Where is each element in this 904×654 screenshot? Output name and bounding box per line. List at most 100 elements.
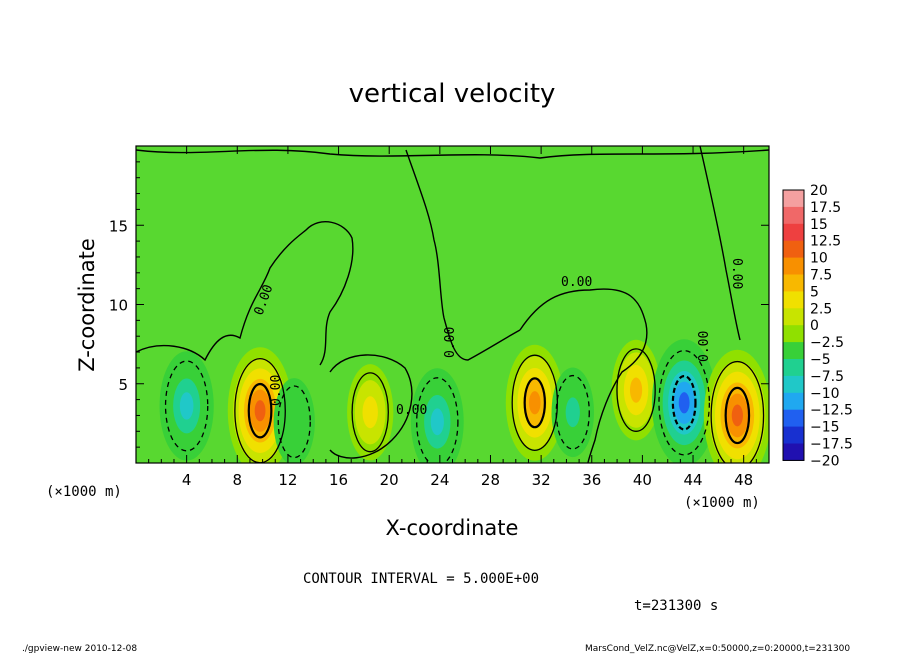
x-tick-label: 4 [182,471,192,489]
contour-interval-note: CONTOUR INTERVAL = 5.000E+00 [303,571,539,587]
cell-core-contour-2 [247,382,273,439]
cell-contour-9 [658,350,711,456]
velocity-cell-8 [629,377,643,403]
cell-contour-10 [710,360,765,463]
colorbar-label: −5 [810,352,831,368]
cell-contour-7 [555,374,590,450]
velocity-cell-10 [731,404,743,427]
y-tick-label: 10 [109,297,128,315]
chart-title: vertical velocity [349,79,556,109]
cell-contours [164,348,765,463]
colorbar-label: −7.5 [810,369,844,385]
colorbar-swatch [783,359,804,377]
x-axis-label: X-coordinate [386,516,519,540]
zero-contour-upper [405,149,521,361]
colorbar-label: −2.5 [810,335,844,351]
cell-contour-3 [277,385,311,459]
cell-contour-1 [164,360,209,452]
colorbar-label: −17.5 [810,437,853,453]
zero-contour-band [136,149,769,159]
x-tick-label: 44 [683,471,702,489]
cell-core-contour-6 [523,377,546,429]
zero-contours [136,146,769,463]
x-tick-label: 36 [582,471,601,489]
colorbar-swatch [783,274,804,292]
velocity-cell-7 [565,397,580,428]
colorbar-swatch [783,342,804,360]
contour-label: 0.00 [561,275,592,290]
colorbar-swatch [783,426,804,444]
colorbar-swatch [783,308,804,326]
velocity-cells [159,339,769,463]
colorbar-label: −12.5 [810,403,853,419]
velocity-cell-9 [678,392,690,414]
y-tick-label: 5 [118,376,128,394]
colorbar-label: 17.5 [810,200,841,216]
colorbar-swatch [783,240,804,259]
colorbar-label: 10 [810,251,828,267]
velocity-cell-5 [430,408,444,436]
y-axis-label: Z-coordinate [75,238,99,372]
x-tick-label: 8 [233,471,243,489]
x-axis-unit-left: (×1000 m) [46,484,122,500]
contour-label: 0.00 [443,327,458,358]
colorbar-swatch [783,325,804,343]
time-stamp: t=231300 s [634,598,718,614]
velocity-cell-3 [283,399,305,444]
velocity-cell-1 [179,392,194,420]
contour-label: 0.00 [729,258,744,289]
colorbar-label: 2.5 [810,301,832,317]
x-tick-label: 28 [481,471,500,489]
contour-label: 0.00 [269,375,284,406]
colorbar-frame [782,189,805,461]
x-tick-label: 32 [532,471,551,489]
colorbar-label: −10 [810,386,840,402]
colorbar-label: 5 [810,284,819,300]
x-tick-label: 12 [278,471,297,489]
velocity-cell-6 [528,391,541,415]
x-tick-label: 16 [329,471,348,489]
x-tick-label: 40 [633,471,652,489]
velocity-cell-4 [362,396,378,429]
cell-contour-8 [616,348,656,432]
zero-contour-mid [329,354,413,459]
zero-contour-tall [699,146,741,341]
colorbar-swatch [783,375,804,394]
y-axis-ticks: 5 10 15 [109,161,769,448]
contour-label: 0.00 [396,403,427,418]
colorbar-label: 12.5 [810,234,841,250]
footer-left: ./gpview-new 2010-12-08 [22,644,137,654]
colorbar: 2017.51512.5107.552.50−2.5−5−7.5−10−12.5… [782,183,853,469]
colorbar-label: −20 [810,453,840,469]
contour-label: 0.00 [697,331,712,362]
colorbar-swatch [783,392,804,411]
colorbar-swatch [783,409,804,428]
cell-contour-6 [511,354,559,452]
cell-contour-4 [351,372,389,453]
y-tick-label: 15 [109,217,128,235]
colorbar-label: 7.5 [810,268,832,284]
footer-right: MarsCond_VelZ.nc@VelZ,x=0:50000,z=0:2000… [585,644,850,654]
colorbar-label: −15 [810,420,840,436]
cell-contour-5 [416,377,459,463]
cell-core-contour-10 [724,386,751,445]
colorbar-swatch [783,206,804,225]
colorbar-swatch [783,291,804,309]
velocity-cell-2 [254,400,266,422]
x-axis-ticks: 4 8 12 16 20 24 28 32 36 40 44 48 [148,146,770,489]
x-tick-label: 48 [734,471,753,489]
colorbar-swatch [783,257,804,275]
x-tick-label: 24 [430,471,449,489]
x-tick-label: 20 [380,471,399,489]
colorbar-label: 0 [810,318,819,334]
colorbar-swatch [783,443,804,461]
colorbar-label: 15 [810,217,828,233]
colorbar-label: 20 [810,183,828,199]
colorbar-swatch [783,190,804,208]
cell-core-contour-9 [671,374,697,431]
plot-area [136,146,769,463]
zero-contour-right [519,288,648,463]
x-axis-unit-right: (×1000 m) [684,495,760,511]
zero-contour-left [136,221,354,366]
